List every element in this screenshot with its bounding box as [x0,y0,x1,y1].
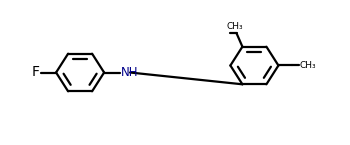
Text: F: F [32,66,40,79]
Text: CH₃: CH₃ [300,61,316,70]
Text: CH₃: CH₃ [226,22,243,31]
Text: NH: NH [120,66,138,79]
